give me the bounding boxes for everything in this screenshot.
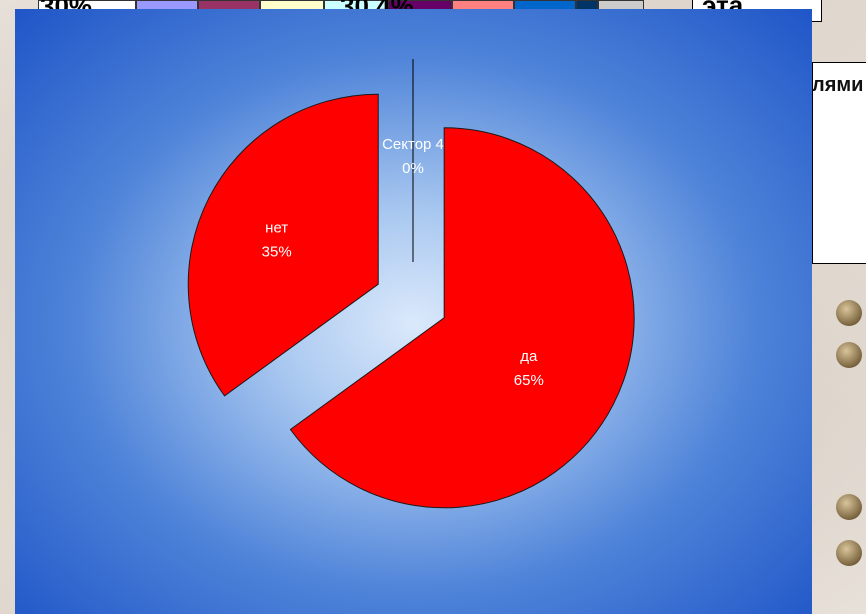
chart-panel: да 65% нет 35% Сектор 4 0% bbox=[15, 9, 812, 614]
right-text-box bbox=[812, 62, 866, 264]
slice-label: да bbox=[520, 348, 538, 365]
pie-slice bbox=[187, 93, 379, 397]
slice-label: Сектор 4 bbox=[382, 136, 444, 153]
ornament-icon bbox=[836, 540, 862, 566]
pie-chart: да 65% нет 35% Сектор 4 0% bbox=[187, 59, 635, 509]
ornament-icon bbox=[836, 494, 862, 520]
slice-percent-label: 65% bbox=[514, 372, 544, 389]
slice-percent-label: 0% bbox=[402, 160, 424, 177]
ornament-icon bbox=[836, 342, 862, 368]
slice-percent-label: 35% bbox=[262, 243, 292, 260]
slice-label: нет bbox=[265, 219, 288, 236]
pie-slice bbox=[289, 127, 635, 509]
ornament-icon bbox=[836, 300, 862, 326]
right-box-text: лями bbox=[812, 74, 864, 96]
